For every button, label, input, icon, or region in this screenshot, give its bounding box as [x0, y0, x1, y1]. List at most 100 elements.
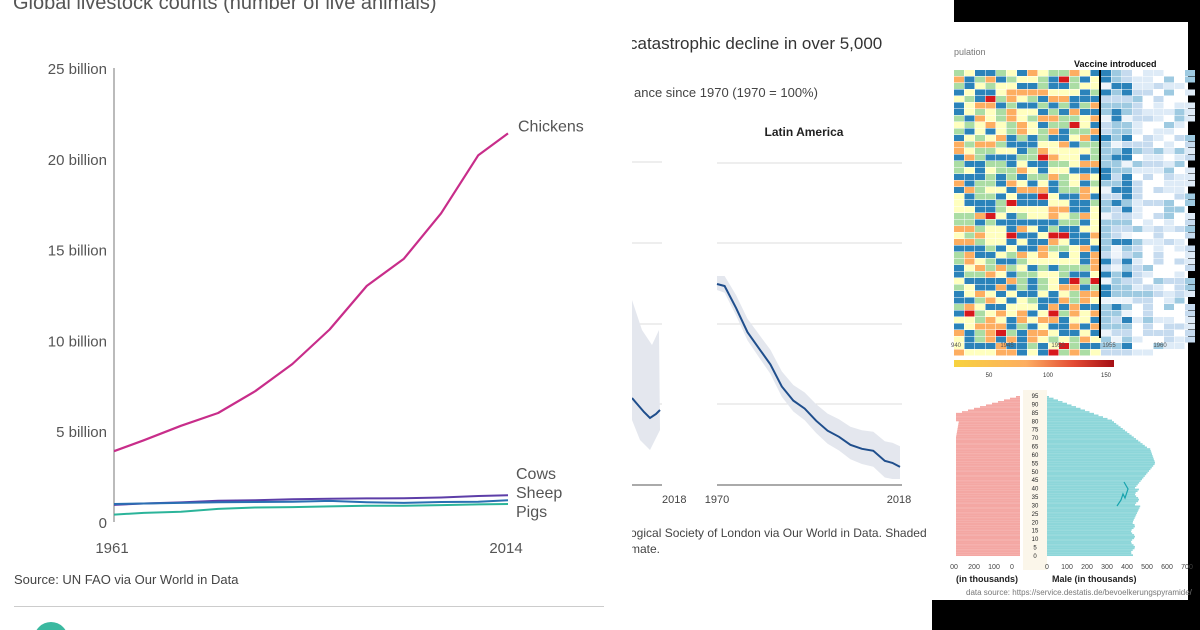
heatmap-cell: [1017, 245, 1027, 252]
heatmap-cell: [1164, 226, 1174, 232]
female-bar: [956, 480, 1020, 482]
female-bar: [956, 485, 1020, 487]
heatmap-cell: [996, 83, 1006, 89]
male-bar: [1047, 421, 1114, 423]
heatmap-cell: [1048, 297, 1059, 304]
heatmap-cell: [1122, 128, 1132, 135]
heatmap-cell: [1122, 193, 1132, 200]
male-bar: [1047, 465, 1154, 467]
y-tick-label: 15 billion: [48, 243, 107, 260]
heatmap-cell: [1006, 219, 1017, 226]
heatmap-cell: [1111, 148, 1122, 154]
heatmap-cell: [1006, 141, 1017, 148]
heatmap-cell: [1122, 167, 1132, 174]
heatmap-cell: [1069, 336, 1080, 343]
female-bar: [956, 554, 1020, 557]
heatmap-cell: [1122, 310, 1132, 317]
decline-chart-panel: catastrophic decline in over 5,000 ance …: [632, 0, 932, 568]
heatmap-cell: [996, 271, 1006, 278]
heatmap-cell: [954, 180, 964, 187]
male-bar: [1047, 540, 1132, 543]
heatmap-cell: [1101, 89, 1111, 96]
heatmap-cell: [1143, 317, 1153, 323]
heatmap-cell: [1069, 297, 1080, 304]
heatmap-cell: [964, 284, 975, 291]
heatmap-cell: [1048, 161, 1059, 167]
heatmap-cell: [1185, 89, 1195, 96]
heatmap-cell: [1027, 239, 1038, 245]
heatmap-cell: [1111, 206, 1122, 213]
heatmap-cell: [954, 278, 964, 284]
heatmap-cell: [975, 304, 985, 310]
heatmap-cell: [985, 232, 996, 239]
age-tick: 40: [1032, 487, 1039, 493]
heatmap-cell: [1090, 310, 1101, 317]
female-bar: [956, 483, 1020, 486]
heatmap-cell: [1164, 317, 1174, 323]
heatmap-cell: [964, 154, 975, 161]
female-bar: [956, 466, 1020, 469]
heatmap-cell: [996, 336, 1006, 343]
female-bar: [956, 451, 1020, 454]
heatmap-cell: [1111, 174, 1122, 180]
heatmap-cell: [1048, 76, 1059, 83]
heatmap-cell: [1027, 128, 1038, 135]
heatmap-cell: [1132, 115, 1143, 122]
female-bar: [956, 527, 1020, 530]
heatmap-cell: [1185, 213, 1195, 219]
heatmap-cell: [1059, 258, 1069, 265]
female-bar: [956, 539, 1020, 541]
heatmap-cell: [1132, 180, 1143, 187]
heatmap-cell: [1174, 343, 1185, 349]
heatmap-cell: [1048, 122, 1059, 128]
heatmap-cell: [1069, 245, 1080, 252]
heatmap-cell: [1101, 70, 1111, 76]
heatmap-cell: [1048, 304, 1059, 310]
heatmap-cell: [1038, 96, 1048, 102]
heatmap-cell: [1080, 232, 1090, 239]
heatmap-cell: [1069, 70, 1080, 76]
heatmap-cell: [975, 128, 985, 135]
heatmap-cell: [1132, 200, 1143, 206]
heatmap-cell: [954, 122, 964, 128]
heatmap-cell: [1048, 343, 1059, 349]
heatmap-cell: [954, 271, 964, 278]
heatmap-cell: [964, 128, 975, 135]
heatmap-cell: [1048, 141, 1059, 148]
age-tick: 5: [1033, 546, 1037, 552]
heatmap-cell: [1017, 284, 1027, 291]
heatmap-cell: [1006, 323, 1017, 330]
heatmap-cell: [975, 213, 985, 219]
male-bar: [1047, 502, 1137, 504]
heatmap-cell: [1038, 70, 1048, 76]
heatmap-cell: [1048, 336, 1059, 343]
heatmap-cell: [1090, 219, 1101, 226]
heatmap-cell: [1069, 167, 1080, 174]
heatmap-cell: [1006, 252, 1017, 258]
heatmap-cell: [1174, 148, 1185, 154]
heatmap-cell: [985, 174, 996, 180]
heatmap-cell: [1111, 336, 1122, 343]
age-tick: 25: [1032, 512, 1039, 518]
heatmap-cell: [1006, 89, 1017, 96]
heatmap-cell: [1006, 76, 1017, 83]
male-bar: [1047, 513, 1137, 516]
female-bar: [980, 406, 1020, 408]
heatmap-cell: [975, 271, 985, 278]
heatmap-cell: [1017, 330, 1027, 336]
heatmap-cell: [1038, 89, 1048, 96]
heatmap-cell: [1111, 128, 1122, 135]
heatmap-cell: [1153, 128, 1164, 135]
heatmap-cell: [1027, 310, 1038, 317]
female-bar: [956, 513, 1020, 516]
heatmap-cell: [1006, 206, 1017, 213]
heatmap-cell: [1048, 193, 1059, 200]
heatmap-cell: [1090, 232, 1101, 239]
heatmap-cell: [1017, 200, 1027, 206]
heatmap-cell: [1006, 265, 1017, 271]
heatmap-cell: [975, 193, 985, 200]
heatmap-cell: [1143, 76, 1153, 83]
heatmap-cell: [1069, 141, 1080, 148]
heatmap-cell: [996, 317, 1006, 323]
heatmap-cell: [1048, 265, 1059, 271]
